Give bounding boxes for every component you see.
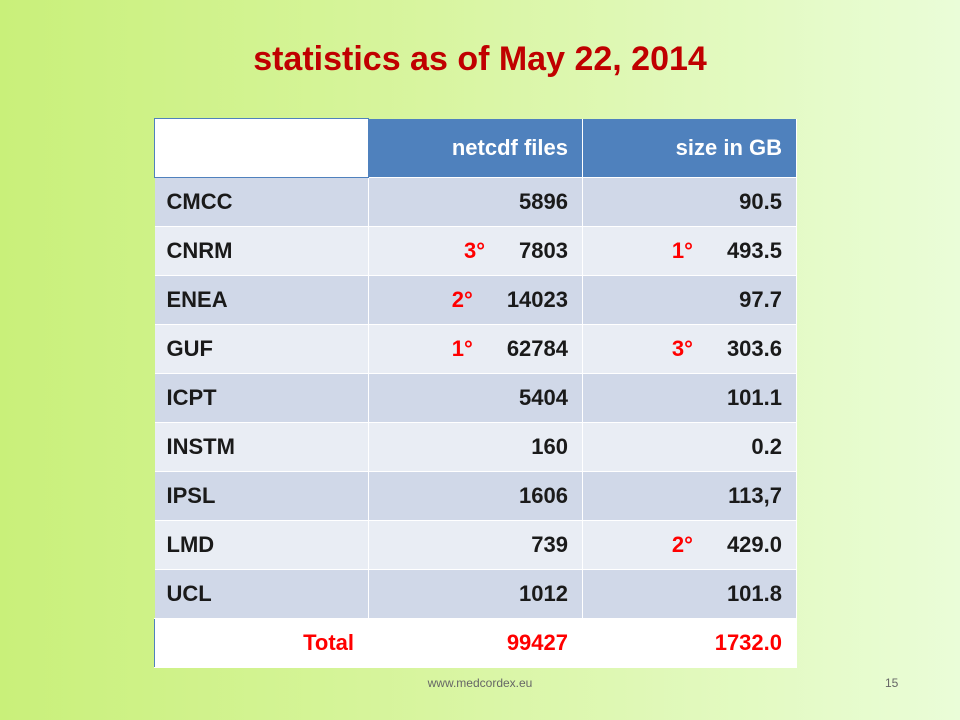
row-files-cell: 739 — [368, 520, 583, 570]
rank-label: 1° — [451, 336, 473, 361]
row-name: GUF — [154, 324, 369, 374]
row-size-value: 493.5 — [726, 238, 782, 263]
row-size-cell: 90.5 — [582, 177, 797, 227]
total-label: Total — [154, 618, 369, 668]
row-files-cell: 1° 62784 — [368, 324, 583, 374]
row-files-value: 1012 — [519, 581, 568, 606]
row-files-cell: 3° 7803 — [368, 226, 583, 276]
row-files-cell: 5896 — [368, 177, 583, 227]
row-size-value: 429.0 — [726, 532, 782, 557]
row-files-value: 1606 — [519, 483, 568, 508]
row-size-cell: 97.7 — [582, 275, 797, 325]
row-files-value: 5404 — [519, 385, 568, 410]
row-size-value: 113,7 — [728, 483, 782, 508]
rank-label: 3° — [671, 336, 693, 361]
row-files-cell: 2° 14023 — [368, 275, 583, 325]
footer-url: www.medcordex.eu — [427, 676, 533, 690]
table-body: CMCC 5896 90.5 CNRM 3° 7803 1° 493.5 ENEA 2° 14023… — [154, 177, 797, 619]
header-netcdf-files: netcdf files — [368, 118, 583, 178]
row-name: ENEA — [154, 275, 369, 325]
row-size-value: 101.1 — [726, 385, 782, 410]
header-corner-cell — [154, 118, 369, 178]
row-size-cell: 1° 493.5 — [582, 226, 797, 276]
row-files-cell: 5404 — [368, 373, 583, 423]
row-size-value: 97.7 — [739, 287, 782, 312]
total-size: 1732.0 — [582, 618, 797, 668]
row-files-value: 7803 — [519, 238, 568, 263]
row-files-value: 14023 — [506, 287, 568, 312]
row-name: LMD — [154, 520, 369, 570]
table-row: CNRM 3° 7803 1° 493.5 — [154, 226, 797, 276]
table-row: GUF 1° 62784 3° 303.6 — [154, 324, 797, 374]
table-row: INSTM 160 0.2 — [154, 422, 797, 472]
rank-label: 2° — [671, 532, 693, 557]
row-name: CNRM — [154, 226, 369, 276]
row-files-value: 5896 — [519, 189, 568, 214]
row-size-cell: 101.8 — [582, 569, 797, 619]
row-files-value: 160 — [531, 434, 568, 459]
statistics-table: netcdf files size in GB CMCC 5896 90.5 CNRM… — [154, 118, 797, 668]
table-row: UCL 1012 101.8 — [154, 569, 797, 619]
rank-label: 1° — [671, 238, 693, 263]
row-files-value: 739 — [531, 532, 568, 557]
total-row: Total 99427 1732.0 — [154, 618, 797, 668]
rank-label: 3° — [464, 238, 486, 263]
rank-label: 2° — [451, 287, 473, 312]
row-name: UCL — [154, 569, 369, 619]
row-files-value: 62784 — [506, 336, 568, 361]
table-row: ENEA 2° 14023 97.7 — [154, 275, 797, 325]
row-files-cell: 160 — [368, 422, 583, 472]
row-size-value: 0.2 — [751, 434, 782, 459]
row-size-value: 101.8 — [726, 581, 782, 606]
row-name: IPSL — [154, 471, 369, 521]
row-name: CMCC — [154, 177, 369, 227]
row-name: ICPT — [154, 373, 369, 423]
row-size-cell: 2° 429.0 — [582, 520, 797, 570]
row-files-cell: 1606 — [368, 471, 583, 521]
table-row: ICPT 5404 101.1 — [154, 373, 797, 423]
table-row: LMD 739 2° 429.0 — [154, 520, 797, 570]
slide-title: statistics as of May 22, 2014 — [253, 40, 707, 78]
row-size-value: 90.5 — [739, 189, 782, 214]
row-size-cell: 113,7 — [582, 471, 797, 521]
row-size-value: 303.6 — [726, 336, 782, 361]
row-files-cell: 1012 — [368, 569, 583, 619]
table-row: IPSL 1606 113,7 — [154, 471, 797, 521]
header-size-gb: size in GB — [582, 118, 797, 178]
row-size-cell: 101.1 — [582, 373, 797, 423]
table-row: CMCC 5896 90.5 — [154, 177, 797, 227]
table-header-row: netcdf files size in GB — [154, 118, 797, 178]
page-number: 15 — [885, 676, 899, 690]
row-name: INSTM — [154, 422, 369, 472]
row-size-cell: 3° 303.6 — [582, 324, 797, 374]
total-files: 99427 — [368, 618, 583, 668]
row-size-cell: 0.2 — [582, 422, 797, 472]
